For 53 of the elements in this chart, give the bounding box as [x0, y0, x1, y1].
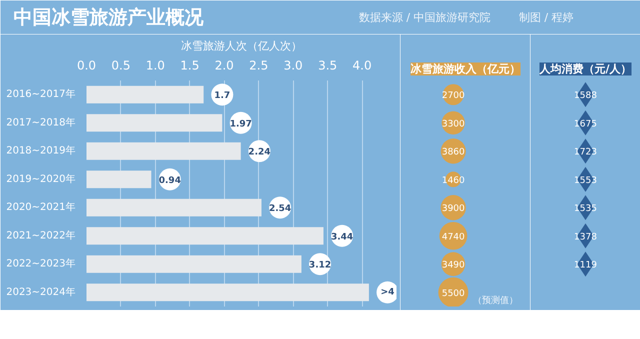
bar — [86, 170, 152, 188]
x-tick-label: 4.0 — [352, 58, 372, 72]
data-label: 3.44 — [330, 232, 354, 242]
x-axis-title: 冰雪旅游人次（亿人次） — [181, 40, 302, 52]
bar — [86, 142, 241, 160]
source-note: 数据来源 / 中国旅游研究院 — [358, 11, 491, 24]
x-tick-label: 1.5 — [180, 58, 200, 72]
data-label: 4740 — [442, 232, 466, 242]
x-tick-label: 1.0 — [146, 58, 165, 72]
data-label: 1.97 — [230, 119, 252, 130]
data-label: 2.54 — [268, 204, 292, 214]
y-tick-label: 2017~2018年 — [6, 116, 76, 128]
bar — [86, 255, 302, 273]
text: 人均消费（元/人） — [538, 62, 632, 76]
data-label: 3.12 — [308, 260, 332, 271]
data-label: 1119 — [574, 260, 598, 271]
y-tick-label: 2019~2020年 — [6, 172, 76, 185]
data-label: 1378 — [574, 232, 598, 242]
data-label: 1723 — [574, 148, 597, 158]
data-label: 1.7 — [214, 91, 230, 102]
data-label: 3900 — [442, 204, 466, 214]
data-label: 1535 — [574, 204, 597, 214]
data-label: 1675 — [574, 119, 597, 130]
data-label: 0.94 — [158, 176, 181, 186]
bar — [86, 198, 262, 216]
text: 中国冰雪旅游产业概况 — [13, 6, 204, 28]
y-tick-label: 2023~2024年 — [6, 286, 76, 298]
data-label: 3490 — [442, 260, 466, 271]
y-tick-label: 2021~2022年 — [6, 229, 76, 242]
x-tick-label: 0.0 — [76, 58, 96, 72]
data-label: 5500 — [442, 288, 466, 299]
data-label: 3300 — [442, 119, 466, 130]
data-label: 1553 — [574, 176, 597, 186]
text: （预测值） — [472, 294, 518, 306]
data-label: >4 — [380, 287, 394, 298]
y-tick-label: 2018~2019年 — [6, 144, 76, 157]
y-tick-label: 2022~2023年 — [6, 258, 76, 270]
x-tick-label: 2.0 — [214, 58, 234, 72]
bar — [86, 284, 369, 302]
data-label: 1588 — [574, 91, 598, 102]
bar — [86, 227, 324, 245]
x-tick-label: 3.0 — [284, 58, 303, 72]
y-tick-label: 2020~2021年 — [6, 201, 76, 214]
data-label: 2.24 — [248, 148, 271, 158]
x-tick-label: 0.5 — [111, 58, 130, 72]
x-tick-label: 2.5 — [249, 58, 268, 72]
bar — [86, 86, 204, 104]
bar — [86, 114, 222, 132]
x-tick-label: 3.5 — [318, 58, 338, 72]
text: 冰雪旅游收入（亿元） — [410, 62, 520, 76]
text: 制图 / 程婷 — [518, 11, 574, 24]
y-tick-label: 2016~2017年 — [6, 88, 76, 100]
data-label: 3860 — [442, 148, 466, 158]
